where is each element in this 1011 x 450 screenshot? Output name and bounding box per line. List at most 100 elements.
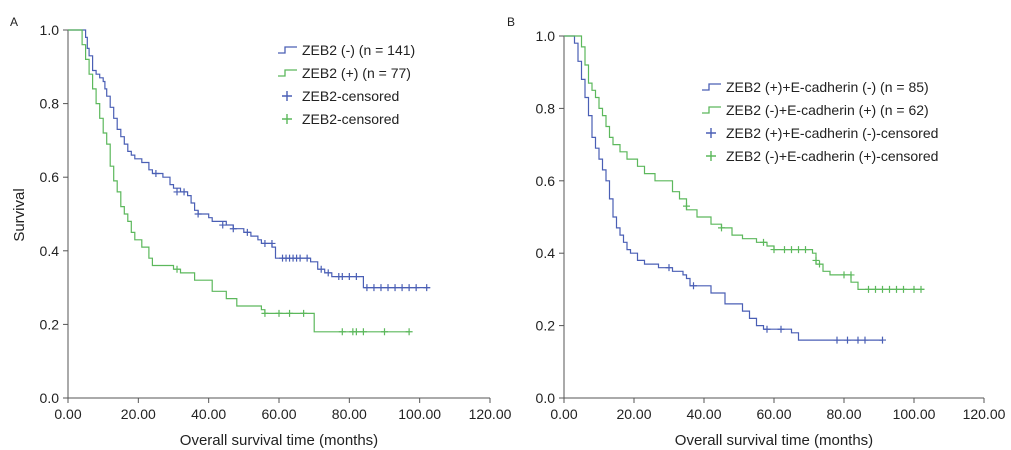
panel-a-y-tick-label: 0.0: [40, 390, 60, 406]
panel-a-series-2-censor-mark: [405, 328, 413, 336]
panel-a-series-2-censor-mark: [300, 309, 308, 317]
panel-a-y-tick-label: 0.8: [40, 96, 60, 112]
panel-a-series-2-censor-mark: [261, 309, 269, 317]
panel-a-legend-swatch: [282, 114, 292, 124]
panel-b-series-1-censor-mark: [763, 325, 771, 333]
panel-a-series-2-censor-mark: [359, 328, 367, 336]
panel-a-series-1-censor-mark: [391, 284, 399, 292]
panel-a-x-tick-label: 120.00: [469, 406, 512, 422]
panel-a-y-tick-label: 0.6: [40, 169, 60, 185]
panel-b-series-2-censor-mark: [900, 285, 907, 293]
panel-b-series-2-censor-mark: [879, 285, 886, 293]
panel-b-y-tick-label: 0.0: [536, 390, 556, 406]
panel-b-x-tick-label: 60.00: [756, 406, 791, 422]
panel-a-legend-swatch: [282, 91, 292, 101]
panel-a-x-tick-label: 0.00: [54, 406, 81, 422]
panel-b-label: B: [507, 15, 515, 29]
panel-a-series-1-censor-mark: [423, 284, 431, 292]
panel-b-series-2-censor-mark: [770, 246, 778, 254]
panel-a-x-tick-label: 20.00: [121, 406, 156, 422]
panel-a-x-tick-label: 60.00: [261, 406, 296, 422]
panel-b-series-2-censor-mark: [910, 285, 918, 293]
panel-a-series-1-censor-mark: [303, 254, 311, 262]
panel-b-series-2-censor-mark: [812, 256, 820, 264]
panel-a-y-axis-title: Survival: [11, 188, 28, 241]
panel-b-series-2-censor-mark: [886, 285, 893, 293]
panel-a-series-1-censor-mark: [268, 239, 276, 247]
panel-a-x-tick-label: 80.00: [332, 406, 367, 422]
panel-b-x-tick-label: 100.00: [893, 406, 936, 422]
panel-a-series-1-censor-mark: [405, 284, 413, 292]
panel-b-legend-swatch: [702, 106, 721, 114]
panel-a-y-tick-label: 0.4: [40, 243, 60, 259]
panel-a-x-tick-label: 40.00: [191, 406, 226, 422]
panel-a-series-1-censor-mark: [363, 284, 371, 292]
panel-b-series-1-censor-mark: [844, 336, 851, 344]
panel-b-series-2-censor-mark: [683, 202, 690, 210]
panel-b-y-tick-label: 0.8: [536, 100, 556, 116]
panel-b-series-2-censor-mark: [795, 246, 802, 254]
panel-a-legend-label: ZEB2 (-) (n = 141): [302, 42, 415, 58]
panel-a-legend-label: ZEB2-censored: [302, 111, 399, 127]
panel-b-x-tick-label: 0.00: [550, 406, 577, 422]
panel-b-x-axis-title: Overall survival time (months): [675, 432, 873, 449]
panel-a-series-1-censor-mark: [152, 170, 160, 178]
panel-b-series-1-censor-mark: [777, 325, 785, 333]
panel-a-series-2-curve: [68, 29, 410, 333]
panel-b-legend-label: ZEB2 (+)+E-cadherin (-)-censored: [726, 125, 938, 141]
panel-b-series-2-censor-mark: [788, 246, 795, 254]
panel-a-legend-swatch: [278, 69, 297, 77]
panel-b-y-tick-label: 0.4: [536, 245, 556, 261]
panel-a-series-1-censor-mark: [377, 284, 385, 292]
panel-b-y-tick-label: 0.6: [536, 173, 556, 189]
panel-a-series-1-censor-mark: [398, 284, 406, 292]
panel-a-series-1-censor-mark: [324, 269, 332, 277]
panel-a-series-1-censor-mark: [370, 284, 378, 292]
panel-b-series-1-censor-mark: [833, 336, 841, 344]
panel-b-x-tick-label: 40.00: [686, 406, 721, 422]
panel-a-plot-area: 0.00 20.00 40.00 60.00 80.00 100.00 120.00 0.0 0…: [40, 22, 512, 422]
panel-b-legend-label: ZEB2 (+)+E-cadherin (-) (n = 85): [726, 79, 929, 95]
panel-a-series-1-censor-mark: [243, 228, 251, 236]
panel-b-legend-swatch: [706, 151, 716, 161]
panel-b-series-2-censor-mark: [865, 285, 872, 293]
panel-a-series-2-censor-mark: [286, 309, 294, 317]
panel-b-series-1-censor-mark: [854, 336, 862, 344]
panel-b-series-2-censor-mark: [917, 285, 925, 293]
panel-b-series-1-censor-mark: [690, 282, 697, 290]
panel-b-x-tick-label: 120.00: [963, 406, 1006, 422]
panel-b-x-tick-label: 80.00: [826, 406, 861, 422]
panel-b-legend-swatch: [702, 83, 721, 91]
panel-a-y-tick-label: 1.0: [40, 22, 60, 38]
panel-a-series-1-censor-mark: [317, 265, 325, 273]
panel-b-series-2-censor-mark: [893, 285, 900, 293]
panel-a-series-1-censor-mark: [384, 284, 392, 292]
panel-b-series-2-censor-mark: [802, 246, 809, 254]
panel-b-series-2-curve: [564, 35, 925, 290]
panel-a-series-1-censor-mark: [296, 254, 304, 262]
panel-a-series-1-censor-mark: [412, 284, 420, 292]
panel-b-x-tick-label: 20.00: [616, 406, 651, 422]
panel-b-series-2-censor-mark: [760, 238, 767, 246]
panel-b: B Overall survival time (months) ZEB2 (+…: [507, 15, 1006, 449]
panel-a-series-1-censor-mark: [173, 188, 181, 196]
panel-a-legend-swatch: [278, 46, 297, 54]
panel-a-legend: ZEB2 (-) (n = 141) ZEB2 (+) (n = 77) ZEB2-…: [278, 42, 415, 127]
panel-b-series-1-censor-mark: [861, 336, 869, 344]
panel-a-y-tick-label: 0.2: [40, 316, 60, 332]
panel-b-series-2-censor-mark: [816, 260, 823, 268]
panel-b-legend: ZEB2 (+)+E-cadherin (-) (n = 85) ZEB2 (-)…: [702, 79, 938, 164]
panel-b-series-1-censor-mark: [665, 264, 673, 272]
panel-a-x-axis-title: Overall survival time (months): [180, 432, 378, 449]
panel-a-series-1-censor-mark: [352, 273, 360, 281]
panel-b-legend-swatch: [706, 128, 716, 138]
panel-a-series-1-censor-mark: [345, 273, 353, 281]
panel-b-legend-label: ZEB2 (-)+E-cadherin (+)-censored: [726, 148, 938, 164]
panel-b-series-2-censor-mark: [718, 224, 725, 232]
panel-b-y-tick-label: 0.2: [536, 318, 556, 334]
panel-a-legend-label: ZEB2-censored: [302, 88, 399, 104]
panel-a-x-tick-label: 100.00: [398, 406, 441, 422]
panel-b-plot-area: 0.00 20.00 40.00 60.00 80.00 100.00 120.00 0.0 0…: [536, 28, 1006, 422]
panel-b-legend-label: ZEB2 (-)+E-cadherin (+) (n = 62): [726, 102, 929, 118]
panel-a-series-2-censor-mark: [338, 328, 346, 336]
